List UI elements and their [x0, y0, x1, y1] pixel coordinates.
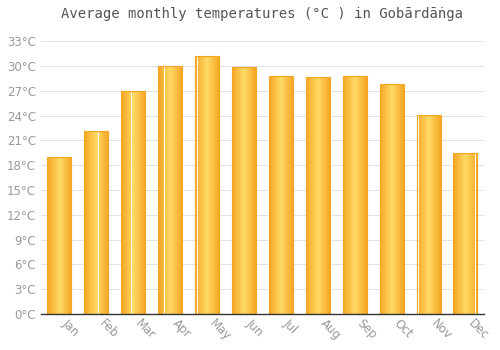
Bar [121, 91, 145, 314]
Bar [342, 76, 366, 314]
Bar [158, 66, 182, 314]
Bar [195, 56, 219, 314]
Bar [416, 115, 440, 314]
Bar [269, 76, 293, 314]
Bar [232, 67, 256, 314]
Bar [84, 131, 108, 314]
Bar [454, 153, 477, 314]
Title: Average monthly temperatures (°C ) in Gobārdāṅga: Average monthly temperatures (°C ) in Go… [62, 7, 464, 21]
Bar [306, 77, 330, 314]
Bar [48, 157, 72, 314]
Bar [380, 84, 404, 314]
